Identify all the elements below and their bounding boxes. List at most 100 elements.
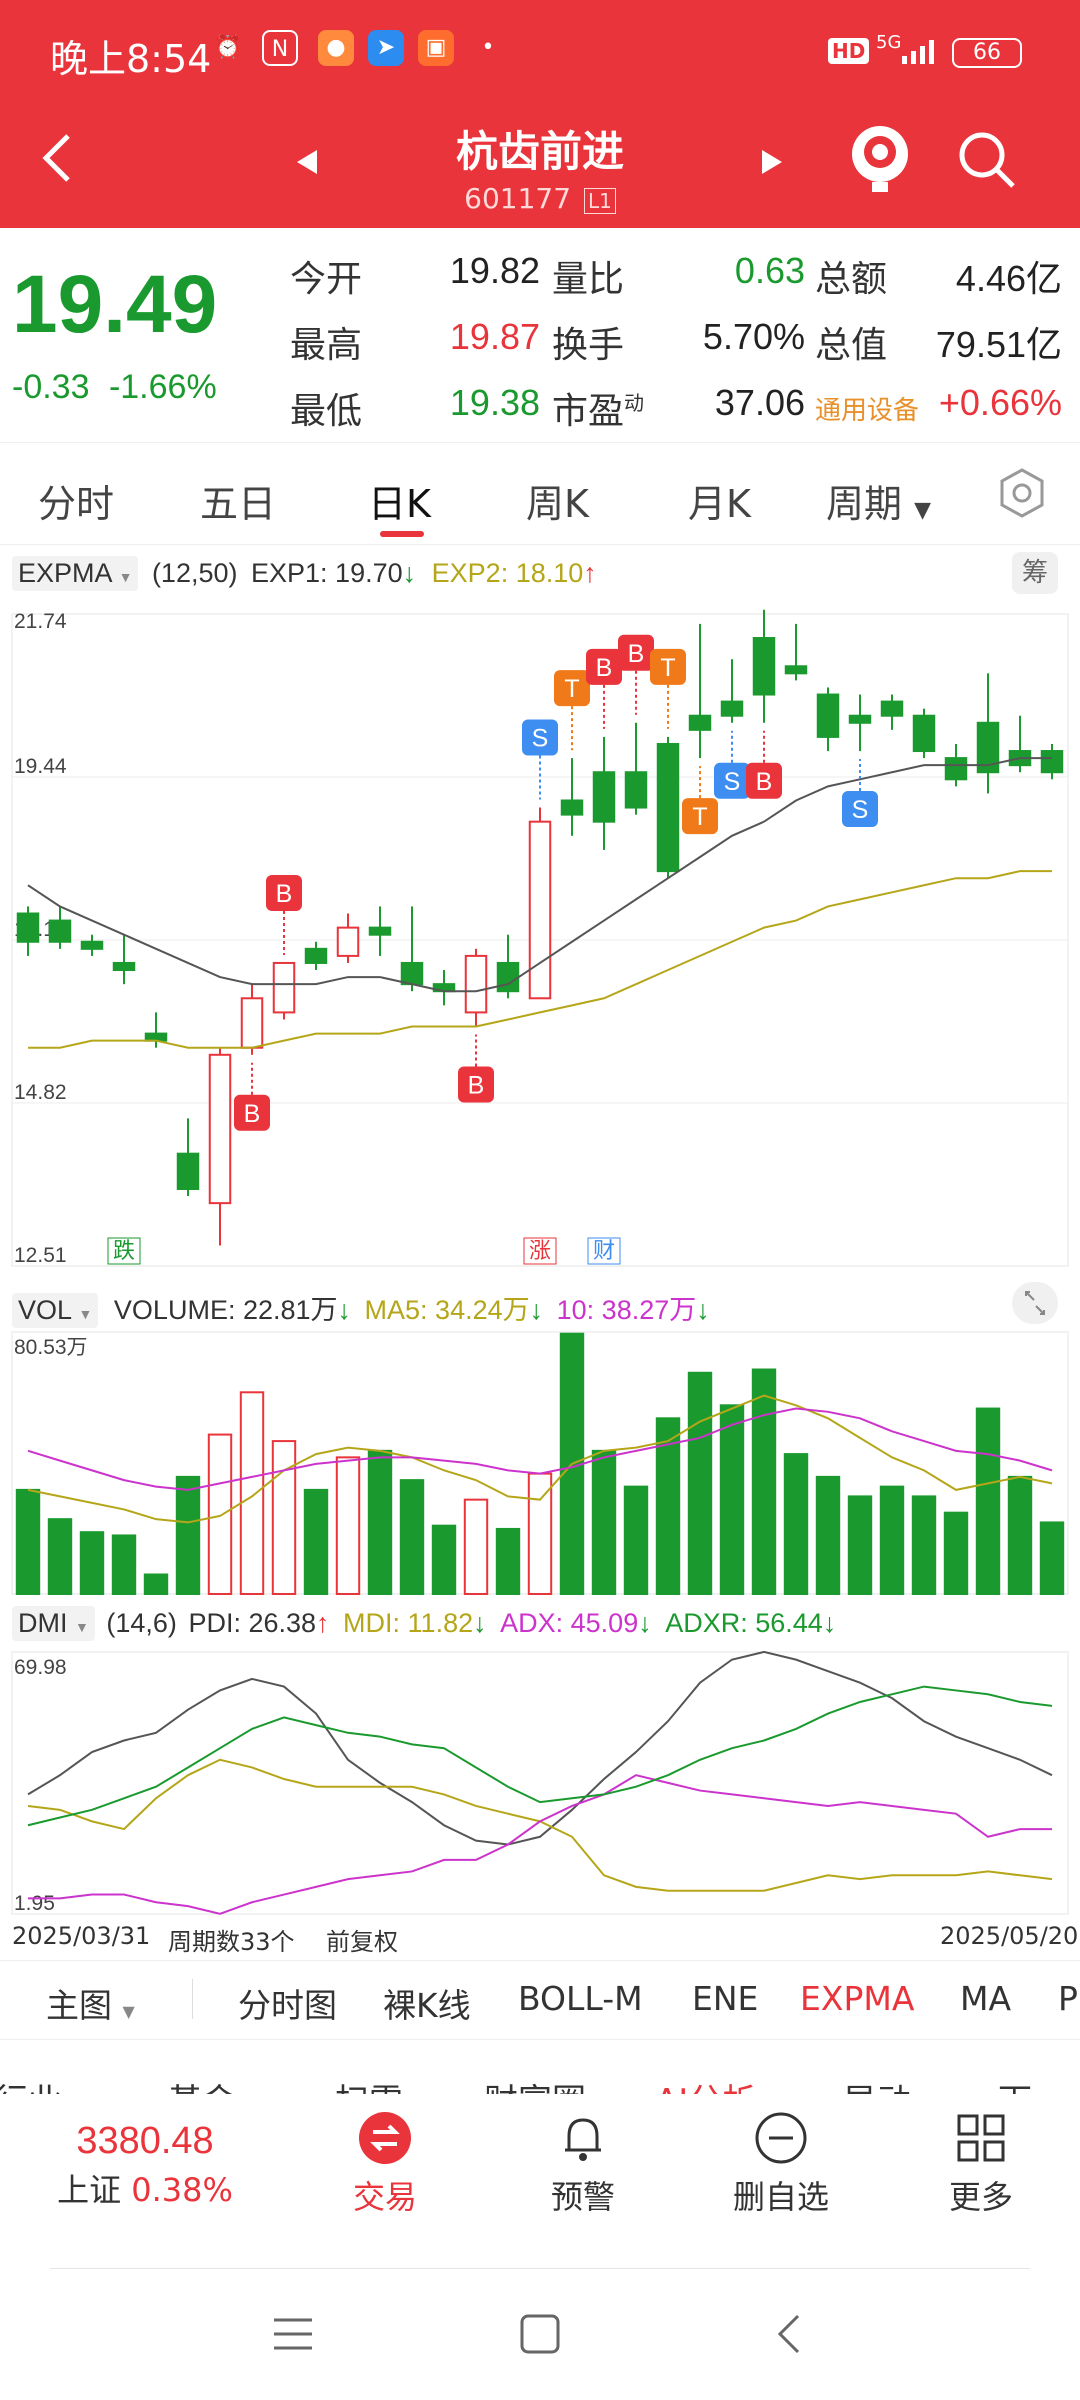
back-button[interactable] — [34, 128, 84, 188]
tab-boll-m[interactable]: BOLL-M — [518, 1979, 643, 2018]
y-axis-label: 19.44 — [14, 755, 67, 778]
volume-bar — [495, 1527, 521, 1595]
volume-bar — [207, 1433, 233, 1595]
tab-industry[interactable]: 行业 — [0, 2074, 62, 2094]
event-marker: 涨 — [529, 1239, 551, 1264]
signal-badge — [234, 1094, 270, 1131]
back-arrow-icon — [777, 2314, 800, 2354]
signal-label: B — [596, 654, 613, 682]
tab-fund[interactable]: 基金 — [168, 2074, 236, 2094]
signal-badge — [458, 1066, 494, 1103]
tab-more-indicator[interactable]: P — [1058, 1979, 1078, 2018]
y-axis-label: 12.51 — [14, 1244, 67, 1267]
volume-bar — [335, 1456, 361, 1595]
signal-label: T — [692, 803, 707, 831]
chip-button[interactable]: 筹 — [1012, 552, 1058, 594]
dmi-indicator-select[interactable]: DMI ▼ — [12, 1606, 95, 1641]
candle-body — [976, 721, 1000, 774]
candlestick-chart[interactable]: 21.7419.4417.1314.8212.51BBBSTBBTTS BS跌涨财 — [0, 600, 1080, 1280]
tab-ene[interactable]: ENE — [692, 1979, 759, 2018]
signal-icon — [900, 36, 942, 66]
ma10-label: 10: 38.27万 — [556, 1295, 697, 1325]
signal-badge — [554, 670, 590, 707]
more-tabs-row: 行业 基金 扫雷 财富圈 AI分析 异动 下 — [0, 2070, 1080, 2094]
tab-divider — [192, 1979, 193, 2019]
dmi-chart[interactable]: 69.98 1.95 — [0, 1650, 1080, 1920]
pdi-arrow: ↑ — [316, 1608, 330, 1638]
event-marker: 财 — [593, 1239, 615, 1264]
volume-bar — [431, 1524, 457, 1596]
volume-bar — [847, 1495, 873, 1595]
indicator-tabs: 主图 ▼ 分时图 裸K线 BOLL-M ENE EXPMA MA P — [0, 1960, 1080, 2040]
tab-weekly-k[interactable]: 周K — [526, 482, 589, 526]
signal-label: B — [756, 768, 773, 796]
vol-indicator-name: VOL — [18, 1295, 72, 1325]
settings-icon[interactable] — [996, 467, 1048, 519]
mascot-icon[interactable] — [848, 120, 912, 196]
current-price: 19.49 — [12, 259, 218, 350]
tab-movement[interactable]: 异动 — [843, 2074, 911, 2094]
volume-chart[interactable]: 80.53万 — [0, 1330, 1080, 1600]
pe-value: 37.06 — [714, 382, 805, 423]
event-marker-box — [523, 1237, 557, 1265]
sector-name: 通用设备 — [815, 396, 920, 426]
tab-ma[interactable]: MA — [960, 1979, 1012, 2018]
signal-badge — [522, 719, 558, 756]
main-chart-select[interactable]: 主图 ▼ — [46, 1979, 135, 2027]
next-stock-button[interactable] — [760, 148, 784, 176]
nav-more[interactable]: 更多 — [906, 2110, 1056, 2218]
market-cap-label: 总值 — [815, 325, 888, 366]
volume-bar — [655, 1417, 681, 1595]
tab-expma[interactable]: EXPMA — [800, 1979, 915, 2018]
nav-remove-watch[interactable]: 删自选 — [706, 2110, 856, 2218]
dmi-indicator-row: DMI ▼ (14,6) PDI: 26.38↑ MDI: 11.82↓ ADX… — [12, 1606, 836, 1641]
sector-link[interactable]: 通用设备 — [815, 390, 919, 427]
network-label: 5G — [876, 32, 902, 53]
index-widget[interactable]: 3380.48 上证 0.38% — [40, 2120, 250, 2211]
tab-next[interactable]: 下 — [998, 2074, 1032, 2094]
candle-body — [464, 954, 488, 1014]
candle-body — [560, 799, 584, 816]
caret-down-icon: ▼ — [914, 498, 932, 523]
tab-intraday-chart[interactable]: 分时图 — [238, 1986, 337, 2025]
signal-label: B — [276, 880, 293, 908]
volume-bar — [47, 1518, 73, 1595]
adx-line — [28, 1774, 1052, 1915]
signal-label: S — [724, 768, 741, 796]
tab-five-day[interactable]: 五日 — [200, 482, 277, 526]
main-indicator-params: (12,50) — [151, 558, 238, 588]
main-indicator-name: EXPMA — [18, 558, 112, 588]
tab-period[interactable]: 周期 ▼ — [826, 473, 931, 528]
signal-badge — [266, 874, 302, 911]
tab-mine-sweep[interactable]: 扫雷 — [335, 2074, 403, 2094]
candle-body — [80, 940, 104, 950]
y-axis-label: 69.98 — [14, 1656, 67, 1679]
tab-intraday[interactable]: 分时 — [38, 482, 115, 526]
system-home-button[interactable] — [518, 2312, 562, 2356]
pe-label: 市盈动 — [552, 382, 644, 434]
tab-daily-k[interactable]: 日K — [368, 482, 431, 526]
nav-trade[interactable]: 交易 — [310, 2110, 460, 2218]
nav-alert[interactable]: 预警 — [508, 2110, 658, 2218]
system-back-button[interactable] — [770, 2312, 810, 2356]
alarm-icon: ⏰ — [214, 35, 242, 60]
main-indicator-select[interactable]: EXPMA ▼ — [12, 556, 139, 591]
tab-ai-analysis[interactable]: AI分析 — [655, 2074, 756, 2094]
candle-body — [144, 1032, 168, 1042]
signal-badge — [650, 648, 686, 685]
volume-bar — [463, 1498, 489, 1595]
tab-wealth-circle[interactable]: 财富圈 — [484, 2074, 586, 2094]
home-icon — [520, 2314, 560, 2354]
date-end: 2025/05/20 — [940, 1922, 1079, 1950]
system-menu-button[interactable] — [270, 2314, 316, 2354]
battery-level: 66 — [973, 40, 1001, 65]
turnover-value: 5.70% — [702, 316, 805, 357]
tab-monthly-k[interactable]: 月K — [688, 482, 751, 526]
tab-naked-k[interactable]: 裸K线 — [383, 1986, 471, 2025]
expand-icon[interactable] — [1012, 1282, 1058, 1324]
index-row: 上证 0.38% — [40, 2165, 250, 2211]
prev-stock-button[interactable] — [295, 148, 319, 176]
search-icon[interactable] — [955, 128, 1019, 192]
vol-indicator-select[interactable]: VOL ▼ — [12, 1293, 99, 1328]
dropdown-icon: ▼ — [75, 1619, 89, 1635]
